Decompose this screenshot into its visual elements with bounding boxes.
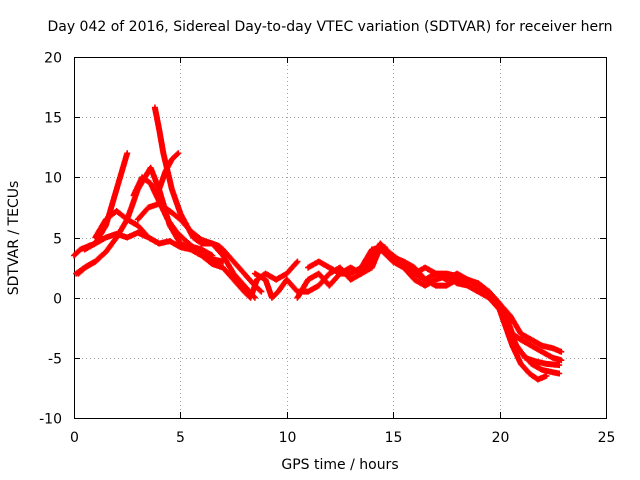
series-track-11 bbox=[294, 246, 563, 369]
y-axis-label: SDTVAR / TECUs bbox=[6, 180, 22, 296]
x-axis-label: GPS time / hours bbox=[281, 457, 399, 473]
series-markers bbox=[92, 208, 163, 247]
y-tick-label: 15 bbox=[44, 111, 62, 127]
y-tick-label: 20 bbox=[44, 51, 62, 67]
series-markers bbox=[151, 104, 265, 295]
x-tick-label: 20 bbox=[492, 430, 510, 446]
series-markers bbox=[496, 306, 550, 383]
chart-title: Day 042 of 2016, Sidereal Day-to-day VTE… bbox=[47, 19, 613, 35]
series-track-14 bbox=[496, 306, 550, 383]
series-track-4 bbox=[92, 208, 163, 247]
x-tick-label: 15 bbox=[385, 430, 403, 446]
y-tick-label: 5 bbox=[53, 232, 62, 248]
axis-ticks: 0 5 10 15 20 25 -10 -5 0 5 10 15 20 bbox=[39, 51, 615, 447]
y-tick-label: 0 bbox=[53, 292, 62, 308]
series-markers bbox=[305, 244, 565, 364]
series-markers bbox=[294, 246, 563, 369]
series-markers bbox=[75, 252, 105, 277]
series-track-8 bbox=[156, 150, 182, 193]
y-tick-label: -10 bbox=[39, 412, 62, 428]
x-tick-label: 10 bbox=[279, 430, 297, 446]
x-tick-label: 5 bbox=[176, 430, 185, 446]
series-track-13 bbox=[358, 244, 565, 355]
series-track-7 bbox=[130, 174, 216, 259]
data-marks bbox=[71, 104, 565, 383]
series-track-6 bbox=[151, 104, 265, 295]
series-markers bbox=[358, 244, 565, 355]
y-tick-label: 10 bbox=[44, 171, 62, 187]
series-markers bbox=[156, 150, 182, 193]
series-markers bbox=[130, 174, 216, 259]
y-tick-label: -5 bbox=[48, 352, 62, 368]
series-track-12 bbox=[305, 244, 565, 364]
x-tick-label: 0 bbox=[70, 430, 79, 446]
x-tick-label: 25 bbox=[598, 430, 616, 446]
series-track-9 bbox=[75, 252, 105, 277]
